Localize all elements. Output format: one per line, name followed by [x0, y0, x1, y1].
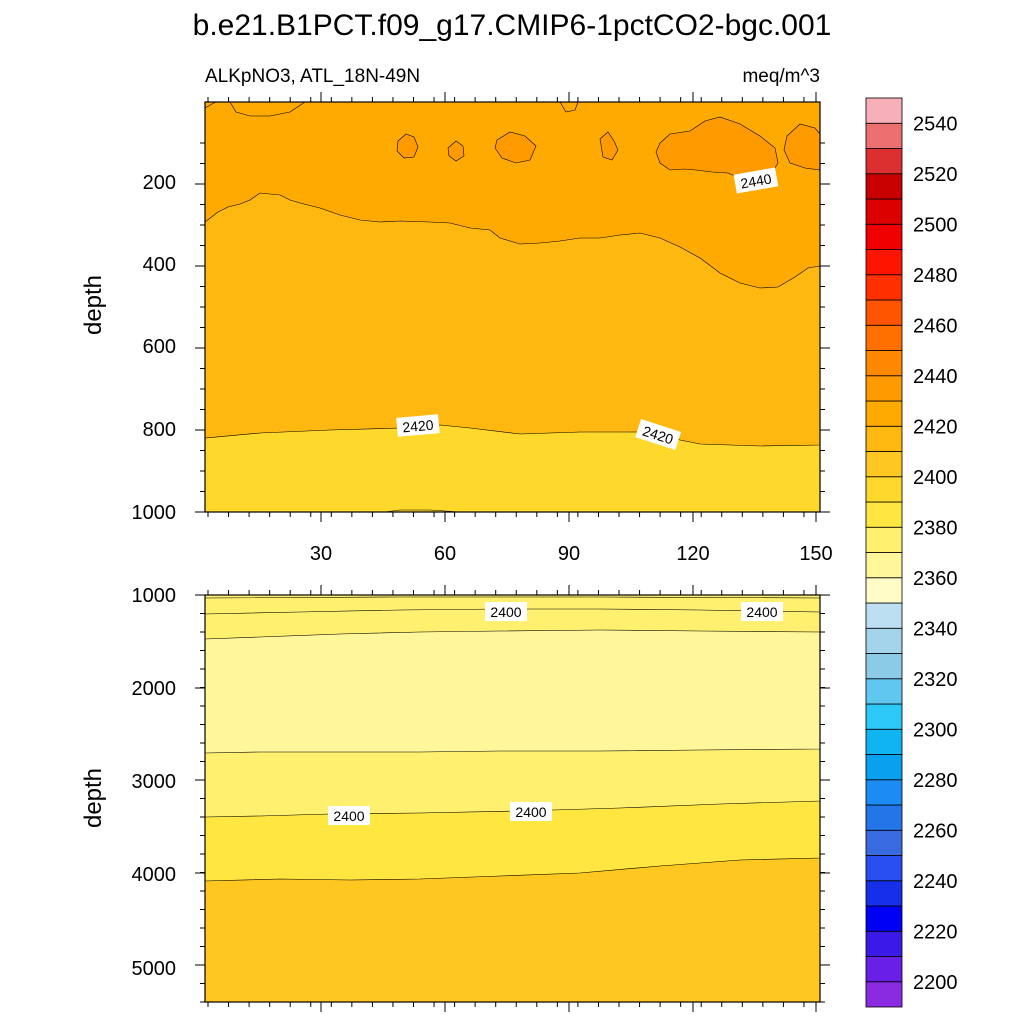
colorbar-tick-label: 2500	[913, 214, 958, 236]
y-tick-label: 1000	[132, 502, 177, 524]
y-axis-label: depth	[80, 275, 107, 335]
y-axis-label: depth	[80, 768, 107, 828]
x-tick-label: 60	[434, 543, 456, 565]
colorbar-swatch	[865, 905, 903, 932]
colorbar-tick-label: 2480	[913, 265, 958, 287]
colorbar-swatch	[865, 425, 903, 452]
colorbar-tick-label: 2280	[913, 770, 958, 792]
colorbar-swatch	[865, 122, 903, 149]
colorbar: 2200 2220 2240 2260 2280 2300 2320 2340 2360 2380…	[865, 97, 958, 1008]
colorbar-swatch	[865, 855, 903, 882]
colorbar-swatch	[865, 400, 903, 427]
colorbar-swatch	[865, 375, 903, 402]
colorbar-swatch	[865, 779, 903, 806]
colorbar-swatch	[865, 678, 903, 705]
colorbar-tick-label: 2520	[913, 164, 958, 186]
colorbar-swatch	[865, 97, 903, 124]
colorbar-swatch	[865, 299, 903, 326]
y-tick-label: 5000	[132, 958, 177, 980]
colorbar-swatch	[865, 173, 903, 200]
colorbar-tick-label: 2380	[913, 517, 958, 539]
colorbar-swatch	[865, 577, 903, 604]
colorbar-swatch	[865, 653, 903, 680]
contour-label-2400-b: 2400	[741, 602, 783, 621]
figure-title: b.e21.B1PCT.f09_g17.CMIP6-1pctCO2-bgc.00…	[193, 9, 832, 42]
colorbar-tick-label: 2320	[913, 669, 958, 691]
x-tick-label: 90	[558, 543, 580, 565]
colorbar-swatch	[865, 148, 903, 175]
axis-ticks	[195, 585, 830, 1012]
panel-left-title: ALKpNO3, ATL_18N-49N	[205, 66, 420, 87]
colorbar-swatch	[865, 249, 903, 276]
svg-text:2440: 2440	[739, 170, 773, 191]
contour-label-2420-left: 2420	[396, 414, 440, 437]
colorbar-swatch	[865, 754, 903, 781]
colorbar-swatch	[865, 956, 903, 983]
colorbar-swatch	[865, 829, 903, 856]
contour-label-2400-d: 2400	[510, 802, 552, 821]
colorbar-tick-label: 2300	[913, 719, 958, 741]
contour-label-2400-c: 2400	[328, 806, 370, 825]
colorbar-swatch	[865, 930, 903, 957]
colorbar-swatch	[865, 880, 903, 907]
y-tick-label: 400	[143, 254, 176, 276]
colorbar-swatch	[865, 627, 903, 654]
colorbar-swatch	[865, 981, 903, 1008]
contour-line-2420-lower	[384, 509, 461, 513]
colorbar-tick-label: 2460	[913, 315, 958, 337]
colorbar-swatch	[865, 728, 903, 755]
colorbar-tick-label: 2340	[913, 618, 958, 640]
y-tick-label: 600	[143, 336, 176, 358]
fill-band-2380	[204, 629, 821, 754]
y-tick-label: 1000	[132, 585, 177, 607]
x-tick-label: 150	[799, 543, 832, 565]
colorbar-tick-label: 2420	[913, 416, 958, 438]
y-tick-label: 800	[143, 419, 176, 441]
colorbar-swatch	[865, 804, 903, 831]
x-tick-label: 30	[310, 543, 332, 565]
colorbar-tick-label: 2440	[913, 366, 958, 388]
colorbar-swatch	[865, 476, 903, 503]
colorbar-swatch	[865, 552, 903, 579]
svg-text:2400: 2400	[515, 804, 546, 820]
y-tick-label: 4000	[132, 864, 177, 886]
contour-line-2410-top	[204, 596, 821, 599]
colorbar-swatch	[865, 501, 903, 528]
colorbar-swatch	[865, 198, 903, 225]
panel-units-label: meq/m^3	[742, 66, 820, 87]
colorbar-tick-label: 2240	[913, 871, 958, 893]
y-tick-label: 200	[143, 172, 176, 194]
surface-notch-contours	[204, 101, 579, 117]
colorbar-tick-label: 2400	[913, 467, 958, 489]
panel-upper-ocean: ALKpNO3, ATL_18N-49N meq/m^3 2440 2420 2…	[80, 66, 833, 565]
panel-deep-ocean: 2400 2400 2400 2400 1000 2000 3000 4000 …	[80, 585, 830, 1012]
colorbar-tick-label: 2540	[913, 113, 958, 135]
colorbar-tick-label: 2360	[913, 568, 958, 590]
contour-label-2440: 2440	[733, 167, 779, 194]
colorbar-swatch	[865, 223, 903, 250]
svg-text:2420: 2420	[402, 417, 435, 436]
y-tick-label: 2000	[132, 678, 177, 700]
colorbar-swatch	[865, 350, 903, 377]
colorbar-swatch	[865, 274, 903, 301]
colorbar-swatch	[865, 526, 903, 553]
axis-ticks	[195, 92, 830, 522]
x-tick-label: 120	[676, 543, 709, 565]
colorbar-swatch	[865, 451, 903, 478]
svg-text:2400: 2400	[746, 604, 777, 620]
colorbar-tick-label: 2260	[913, 820, 958, 842]
colorbar-swatch	[865, 324, 903, 351]
contour-label-2400-a: 2400	[485, 602, 527, 621]
svg-text:2400: 2400	[333, 808, 364, 824]
colorbar-tick-label: 2220	[913, 921, 958, 943]
y-tick-label: 3000	[132, 771, 177, 793]
colorbar-swatch	[865, 602, 903, 629]
colorbar-swatch	[865, 703, 903, 730]
colorbar-tick-label: 2200	[913, 972, 958, 994]
svg-text:2400: 2400	[490, 604, 521, 620]
